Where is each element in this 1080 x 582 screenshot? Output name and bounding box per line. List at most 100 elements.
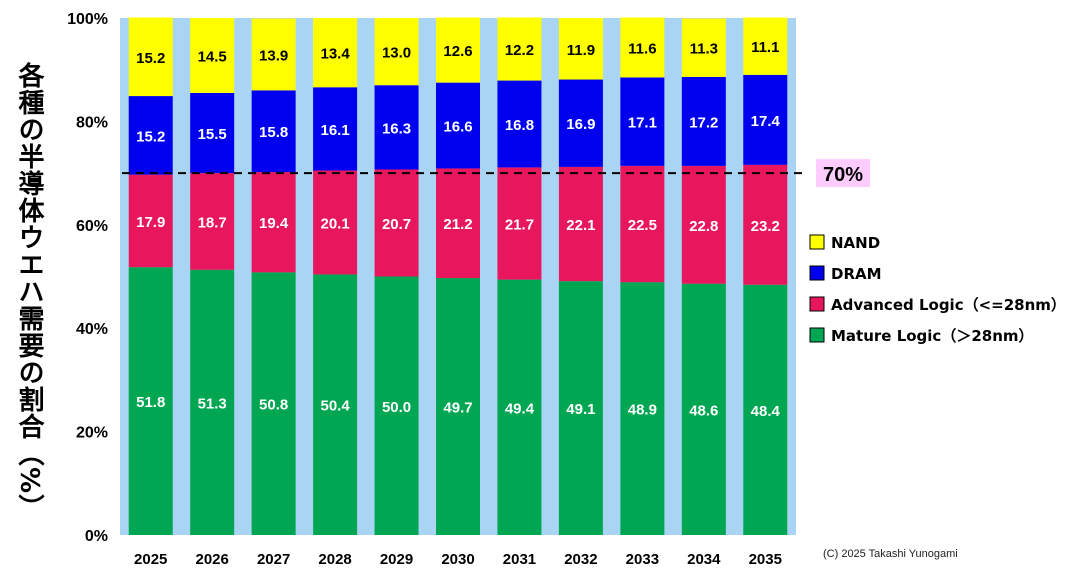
bar-segment-2030-s2 bbox=[436, 82, 480, 169]
x-tick-2025: 2025 bbox=[134, 551, 167, 568]
bar-segment-2034-s2 bbox=[681, 76, 726, 166]
data-label-2033-s3: 11.6 bbox=[628, 40, 656, 57]
bar-segment-2025-s0 bbox=[128, 267, 173, 535]
data-label-2035-s3: 11.1 bbox=[751, 39, 779, 56]
data-label-2026-s2: 15.5 bbox=[198, 126, 227, 143]
bar-segment-2027-s3 bbox=[251, 18, 296, 91]
data-label-2030-s0: 49.7 bbox=[443, 400, 472, 417]
y-axis-title: 各種の半導体ウエハ需要の割合（%） bbox=[14, 62, 44, 522]
data-label-2031-s2: 16.8 bbox=[505, 117, 534, 134]
bar-segment-2034-s1 bbox=[681, 165, 726, 284]
bar-segment-2028-s2 bbox=[313, 87, 358, 171]
x-tick-2027: 2027 bbox=[257, 551, 290, 568]
data-label-2032-s1: 22.1 bbox=[566, 217, 595, 234]
data-label-2026-s0: 51.3 bbox=[198, 395, 227, 412]
data-label-2027-s1: 19.4 bbox=[259, 215, 289, 232]
y-tick-100pct: 100% bbox=[67, 11, 108, 28]
data-label-2026-s1: 18.7 bbox=[198, 214, 227, 231]
reference-label: 70% bbox=[823, 164, 863, 186]
legend-swatch-1 bbox=[809, 265, 825, 281]
bar-segment-2025-s1 bbox=[128, 174, 173, 268]
bar-segment-2026-s3 bbox=[190, 18, 235, 93]
data-label-2025-s0: 51.8 bbox=[136, 394, 165, 411]
data-label-2028-s1: 20.1 bbox=[320, 215, 349, 232]
legend-label-2: Advanced Logic（<=28nm） bbox=[831, 296, 1066, 314]
bar-segment-2033-s0 bbox=[620, 282, 665, 535]
x-tick-2030: 2030 bbox=[441, 551, 474, 568]
data-label-2029-s3: 13.0 bbox=[382, 45, 411, 62]
bar-segment-2032-s1 bbox=[558, 166, 603, 282]
reference-label-bg bbox=[816, 159, 870, 188]
bar-segment-2031-s2 bbox=[497, 80, 542, 168]
data-label-2032-s3: 11.9 bbox=[567, 42, 595, 59]
y-tick-40pct: 40% bbox=[76, 321, 108, 338]
legend-swatch-3 bbox=[809, 327, 825, 343]
bar-segment-2030-s0 bbox=[436, 278, 480, 535]
x-tick-2028: 2028 bbox=[318, 551, 351, 568]
x-tick-2032: 2032 bbox=[564, 551, 597, 568]
bar-segment-2029-s2 bbox=[374, 85, 419, 170]
bar-segment-2029-s3 bbox=[374, 18, 419, 86]
bar-segment-2031-s3 bbox=[497, 17, 542, 81]
data-label-2025-s3: 15.2 bbox=[136, 50, 165, 67]
legend-swatch-0 bbox=[809, 234, 825, 250]
data-label-2034-s0: 48.6 bbox=[689, 402, 718, 419]
data-label-2028-s2: 16.1 bbox=[320, 122, 349, 139]
copyright-credit: (C) 2025 Takashi Yunogami bbox=[823, 548, 958, 560]
data-label-2034-s3: 11.3 bbox=[690, 41, 718, 58]
x-tick-2026: 2026 bbox=[195, 551, 228, 568]
bar-segment-2035-s0 bbox=[743, 284, 788, 535]
bar-segment-2025-s2 bbox=[128, 96, 173, 175]
data-label-2027-s3: 13.9 bbox=[259, 47, 288, 64]
data-label-2027-s0: 50.8 bbox=[259, 397, 288, 414]
bar-segment-2032-s3 bbox=[558, 18, 603, 80]
legend: NAND DRAM Advanced Logic（<=28nm） Mature Log… bbox=[809, 234, 1066, 345]
data-label-2030-s3: 12.6 bbox=[443, 43, 472, 60]
bar-segment-2029-s0 bbox=[374, 276, 419, 535]
data-label-2033-s2: 17.1 bbox=[628, 115, 657, 132]
bar-segment-2033-s2 bbox=[620, 77, 665, 166]
data-label-2032-s2: 16.9 bbox=[566, 116, 595, 133]
x-tick-2031: 2031 bbox=[503, 551, 536, 568]
data-label-2029-s2: 16.3 bbox=[382, 120, 411, 137]
legend-label-0: NAND bbox=[831, 234, 880, 252]
x-tick-2029: 2029 bbox=[380, 551, 413, 568]
data-label-2032-s0: 49.1 bbox=[566, 401, 595, 418]
data-label-2028-s0: 50.4 bbox=[320, 398, 350, 415]
data-label-2031-s1: 21.7 bbox=[505, 217, 534, 234]
bar-segment-2030-s3 bbox=[436, 17, 480, 83]
bar-segment-2026-s0 bbox=[190, 269, 235, 535]
bar-segment-2033-s1 bbox=[620, 165, 665, 283]
data-label-2034-s1: 22.8 bbox=[689, 218, 718, 235]
y-tick-80pct: 80% bbox=[76, 114, 108, 131]
bar-segment-2030-s1 bbox=[436, 168, 480, 279]
data-label-2025-s2: 15.2 bbox=[136, 128, 165, 145]
bar-segment-2027-s2 bbox=[251, 90, 296, 173]
bar-segment-2025-s3 bbox=[128, 17, 173, 97]
bar-segment-2027-s1 bbox=[251, 172, 296, 273]
x-tick-2033: 2033 bbox=[626, 551, 659, 568]
data-label-2033-s1: 22.5 bbox=[628, 217, 657, 234]
bar-segment-2026-s2 bbox=[190, 92, 235, 174]
data-label-2030-s1: 21.2 bbox=[443, 216, 472, 233]
data-label-2035-s1: 23.2 bbox=[751, 218, 780, 235]
blank-panel bbox=[806, 400, 1056, 442]
x-tick-2034: 2034 bbox=[687, 551, 721, 568]
x-tick-2035: 2035 bbox=[749, 551, 782, 568]
data-label-2027-s2: 15.8 bbox=[259, 124, 288, 141]
legend-label-3: Mature Logic（＞28nm） bbox=[831, 327, 1034, 345]
y-tick-60pct: 60% bbox=[76, 218, 108, 235]
legend-swatch-2 bbox=[809, 296, 825, 312]
data-label-2029-s1: 20.7 bbox=[382, 216, 411, 233]
data-label-2035-s2: 17.4 bbox=[751, 113, 781, 130]
data-label-2033-s0: 48.9 bbox=[628, 402, 657, 419]
y-tick-0pct: 0% bbox=[85, 528, 108, 545]
data-label-2029-s0: 50.0 bbox=[382, 399, 411, 416]
legend-label-1: DRAM bbox=[831, 265, 882, 283]
bar-segment-2035-s1 bbox=[743, 164, 788, 285]
bar-segment-2027-s0 bbox=[251, 272, 296, 535]
bar-segment-2031-s0 bbox=[497, 279, 542, 535]
bar-segment-2026-s1 bbox=[190, 173, 235, 270]
data-label-2026-s3: 14.5 bbox=[198, 48, 227, 65]
bar-segment-2028-s0 bbox=[313, 274, 358, 535]
